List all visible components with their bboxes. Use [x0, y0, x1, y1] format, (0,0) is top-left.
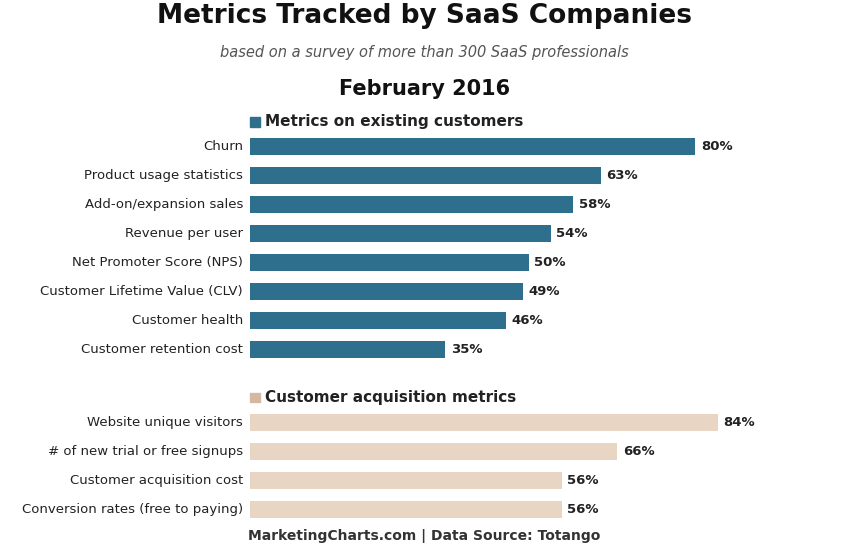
Text: Add-on/expansion sales: Add-on/expansion sales [85, 198, 243, 211]
Text: 50%: 50% [534, 256, 565, 269]
Text: Website unique visitors: Website unique visitors [87, 416, 243, 429]
Text: 80%: 80% [701, 140, 733, 153]
Text: Customer health: Customer health [132, 314, 243, 327]
Bar [250, 501, 562, 518]
Text: Product usage statistics: Product usage statistics [84, 169, 243, 182]
Bar [250, 443, 617, 460]
Text: 56%: 56% [567, 503, 599, 516]
Text: Metrics Tracked by SaaS Companies: Metrics Tracked by SaaS Companies [157, 3, 692, 29]
Bar [250, 138, 695, 155]
Bar [250, 283, 523, 300]
Bar [250, 393, 261, 402]
Text: 46%: 46% [512, 314, 543, 327]
Text: Customer Lifetime Value (CLV): Customer Lifetime Value (CLV) [40, 285, 243, 298]
Bar [250, 254, 528, 271]
Text: Revenue per user: Revenue per user [125, 227, 243, 240]
Text: 84%: 84% [723, 416, 755, 429]
Bar [250, 312, 506, 330]
Text: 63%: 63% [606, 169, 638, 182]
Bar [250, 196, 573, 213]
Text: Net Promoter Score (NPS): Net Promoter Score (NPS) [72, 256, 243, 269]
Text: Metrics on existing customers: Metrics on existing customers [265, 115, 523, 130]
Text: Customer acquisition metrics: Customer acquisition metrics [265, 390, 516, 405]
Text: # of new trial or free signups: # of new trial or free signups [48, 445, 243, 458]
Bar [250, 413, 717, 431]
Bar [250, 225, 551, 243]
Text: based on a survey of more than 300 SaaS professionals: based on a survey of more than 300 SaaS … [220, 45, 629, 60]
Text: Conversion rates (free to paying): Conversion rates (free to paying) [22, 503, 243, 516]
Text: Customer retention cost: Customer retention cost [81, 343, 243, 356]
Text: 66%: 66% [623, 445, 655, 458]
Text: February 2016: February 2016 [339, 80, 510, 100]
Text: 49%: 49% [528, 285, 560, 298]
Text: Customer acquisition cost: Customer acquisition cost [70, 474, 243, 487]
Text: MarketingCharts.com | Data Source: Totango: MarketingCharts.com | Data Source: Totan… [248, 529, 601, 543]
Bar [250, 471, 562, 489]
Text: 58%: 58% [578, 198, 610, 211]
Bar [250, 341, 445, 358]
Text: 56%: 56% [567, 474, 599, 487]
Text: 54%: 54% [556, 227, 588, 240]
Text: 35%: 35% [451, 343, 482, 356]
Bar [250, 167, 601, 184]
Bar [250, 117, 261, 127]
Text: Churn: Churn [203, 140, 243, 153]
